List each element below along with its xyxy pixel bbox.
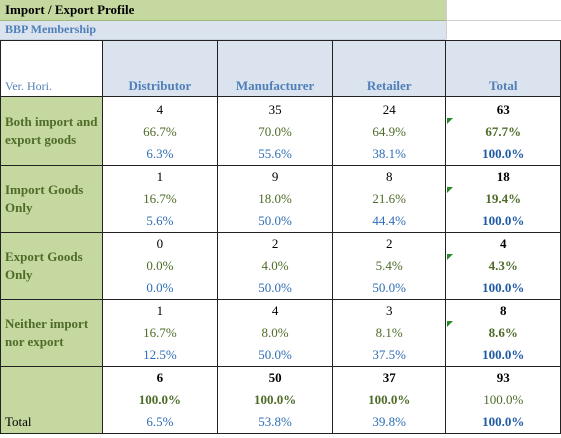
- data-cell[interactable]: 24 64.9% 38.1%: [331, 96, 447, 166]
- empty-header-cell: [446, 0, 561, 21]
- row-header-export-only[interactable]: Export Goods Only: [0, 232, 103, 300]
- corner-cell[interactable]: Ver. Hori.: [0, 40, 103, 97]
- total-cell[interactable]: 4 4.3% 100.0%: [445, 232, 561, 300]
- row-header-total[interactable]: Total: [0, 366, 103, 434]
- table-row: Both import and export goods 4 66.7% 6.3% …: [0, 96, 561, 166]
- report-title-bar: Import / Export Profile: [0, 0, 446, 21]
- data-cell[interactable]: 50 100.0% 53.8%: [217, 366, 333, 434]
- data-cell[interactable]: 4 66.7% 6.3%: [101, 96, 219, 166]
- crosstab-table: Ver. Hori. Distributor Manufacturer Reta…: [0, 40, 561, 434]
- data-cell[interactable]: 35 70.0% 55.6%: [217, 96, 333, 166]
- data-cell[interactable]: 9 18.0% 50.0%: [217, 165, 333, 233]
- data-cell[interactable]: 2 4.0% 50.0%: [217, 232, 333, 300]
- row-header-neither[interactable]: Neither import nor export: [0, 299, 103, 367]
- data-cell[interactable]: 4 8.0% 50.0%: [217, 299, 333, 367]
- column-header-distributor[interactable]: Distributor: [101, 40, 219, 97]
- data-cell[interactable]: 1 16.7% 5.6%: [101, 165, 219, 233]
- total-cell[interactable]: 63 67.7% 100.0%: [445, 96, 561, 166]
- comment-marker-icon[interactable]: [447, 118, 454, 124]
- total-cell[interactable]: 8 8.6% 100.0%: [445, 299, 561, 367]
- row-header-import-only[interactable]: Import Goods Only: [0, 165, 103, 233]
- grand-total-cell[interactable]: 93 100.0% 100.0%: [445, 366, 561, 434]
- report-subtitle: BBP Membership: [5, 22, 97, 36]
- column-header-total[interactable]: Total: [445, 40, 561, 97]
- total-cell[interactable]: 18 19.4% 100.0%: [445, 165, 561, 233]
- report-subtitle-bar: BBP Membership: [0, 21, 446, 40]
- comment-marker-icon[interactable]: [447, 321, 454, 327]
- data-cell[interactable]: 0 0.0% 0.0%: [101, 232, 219, 300]
- report-title: Import / Export Profile: [5, 2, 135, 17]
- data-cell[interactable]: 2 5.4% 50.0%: [331, 232, 447, 300]
- data-cell[interactable]: 6 100.0% 6.5%: [101, 366, 219, 434]
- table-row: Import Goods Only 1 16.7% 5.6% 9 18.0% 50.0%…: [0, 165, 561, 233]
- empty-subheader-cell: [446, 21, 561, 39]
- comment-marker-icon[interactable]: [447, 187, 454, 193]
- column-header-retailer[interactable]: Retailer: [331, 40, 447, 97]
- column-header-manufacturer[interactable]: Manufacturer: [217, 40, 333, 97]
- column-header-row: Ver. Hori. Distributor Manufacturer Reta…: [0, 40, 561, 97]
- table-row-total: Total 6 100.0% 6.5% 50 100.0% 53.8% 37 100.0%…: [0, 366, 561, 434]
- data-cell[interactable]: 3 8.1% 37.5%: [331, 299, 447, 367]
- table-row: Export Goods Only 0 0.0% 0.0% 2 4.0% 50.0% 2…: [0, 232, 561, 300]
- data-cell[interactable]: 37 100.0% 39.8%: [331, 366, 447, 434]
- comment-marker-icon[interactable]: [447, 254, 454, 260]
- data-cell[interactable]: 1 16.7% 12.5%: [101, 299, 219, 367]
- data-cell[interactable]: 8 21.6% 44.4%: [331, 165, 447, 233]
- corner-label: Ver. Hori.: [5, 79, 52, 93]
- row-header-both[interactable]: Both import and export goods: [0, 96, 103, 166]
